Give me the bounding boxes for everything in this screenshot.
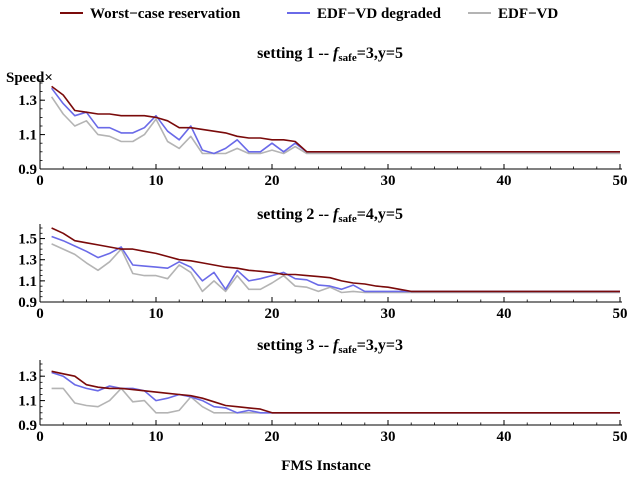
- series-line-2: [51, 371, 620, 414]
- panel-title-suffix: =3,y=5: [357, 45, 403, 62]
- panel-title-prefix: setting 1 --: [257, 45, 333, 62]
- legend-label: Worst−case reservation: [90, 6, 241, 22]
- series-line-2: [50, 87, 620, 155]
- y-tick-label: 1.1: [18, 128, 37, 144]
- y-tick-label: 1.5: [18, 232, 37, 248]
- series-line-1: [51, 85, 620, 153]
- panel-title-f: f: [333, 337, 340, 354]
- chart-panel-2: setting 2 -- fsafe=4,y=5 0.9 1.1 1.3 1.5 0 10 2…: [18, 206, 627, 322]
- x-tick-label: 20: [265, 429, 280, 445]
- series-line-1: [51, 227, 620, 293]
- x-tick-label: 30: [381, 429, 396, 445]
- panel-title-sub: safe: [338, 344, 356, 356]
- x-tick-label: 0: [36, 429, 44, 445]
- y-tick-label: 0.9: [18, 162, 37, 178]
- series-line-3: [51, 387, 620, 414]
- panel-title-sub: safe: [338, 213, 356, 225]
- x-tick-label: 0: [36, 306, 44, 322]
- x-axis-label: FMS Instance: [281, 458, 371, 474]
- x-tick-label: 40: [497, 429, 512, 445]
- legend-label: EDF−VD: [498, 6, 558, 22]
- panel-title-suffix: =3,y=3: [357, 337, 403, 354]
- y-tick-label: 1.3: [18, 369, 37, 385]
- y-axis-label: Speed×: [6, 70, 53, 86]
- x-tick-label: 40: [497, 173, 512, 189]
- panel-title-prefix: setting 2 --: [257, 206, 333, 223]
- x-tick-label: 10: [149, 306, 164, 322]
- x-tick-label: 40: [497, 306, 512, 322]
- panel-title-suffix: =4,y=5: [357, 206, 403, 223]
- panel-title: setting 3 -- fsafe=3,y=3: [257, 337, 403, 356]
- x-tick-label: 30: [381, 306, 396, 322]
- x-tick-label: 10: [149, 173, 164, 189]
- series-line-2: [51, 235, 620, 293]
- series-line-3: [50, 96, 620, 155]
- panel-title-sub: safe: [338, 52, 356, 64]
- series-line-3: [51, 243, 620, 294]
- x-tick-label: 30: [381, 173, 396, 189]
- y-tick-label: 1.1: [18, 394, 37, 410]
- x-tick-label: 20: [265, 306, 280, 322]
- y-tick-label: 1.3: [18, 253, 37, 269]
- chart-panel-3: setting 3 -- fsafe=3,y=3 0.9 1.1 1.3 0 10 20 30…: [18, 337, 627, 445]
- x-tick-label: 50: [613, 429, 628, 445]
- x-tick-label: 20: [265, 173, 280, 189]
- y-tick-label: 1.3: [18, 93, 37, 109]
- panel-title-f: f: [333, 45, 340, 62]
- y-tick-label: 1.1: [18, 274, 37, 290]
- legend: Worst−case reservation EDF−VD degraded EDF…: [60, 6, 558, 22]
- x-tick-label: 50: [613, 173, 628, 189]
- panel-title-prefix: setting 3 --: [257, 337, 333, 354]
- chart-panel-1: setting 1 -- fsafe=3,y=5 Speed× 0.9 1.1 1.3 0…: [6, 45, 628, 189]
- panel-title: setting 2 -- fsafe=4,y=5: [257, 206, 403, 225]
- y-tick-label: 0.9: [18, 295, 37, 311]
- y-tick-label: 0.9: [18, 418, 37, 434]
- panel-title: setting 1 -- fsafe=3,y=5: [257, 45, 403, 64]
- panel-title-f: f: [333, 206, 340, 223]
- series-line-1: [51, 370, 620, 414]
- chart-panels: setting 1 -- fsafe=3,y=5Speed×0.91.11.30…: [6, 45, 628, 445]
- x-tick-label: 0: [36, 173, 44, 189]
- x-tick-label: 50: [613, 306, 628, 322]
- legend-label: EDF−VD degraded: [317, 6, 442, 22]
- x-tick-label: 10: [149, 429, 164, 445]
